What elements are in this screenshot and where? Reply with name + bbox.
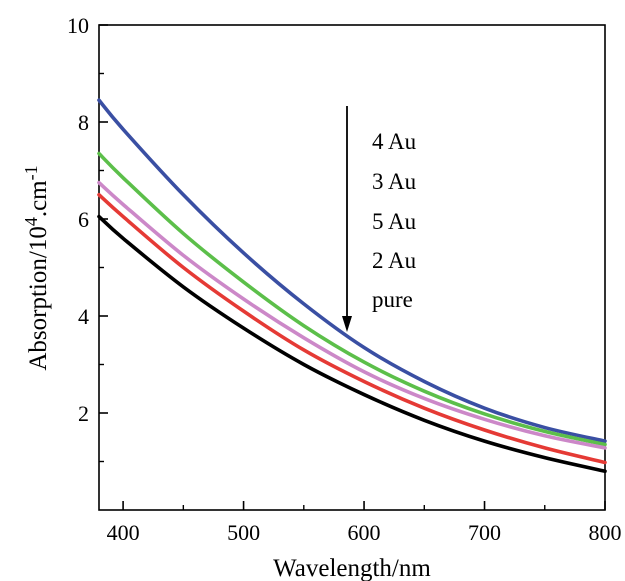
legend-entry-2: 5 Au [372, 209, 417, 234]
x-tick-label-0: 400 [107, 520, 140, 545]
x-tick-label-3: 700 [468, 520, 501, 545]
y-tick-label-3: 8 [78, 110, 89, 135]
y-tick-label-0: 2 [78, 401, 89, 426]
plot-frame [98, 24, 606, 511]
y-tick-label-4: 10 [67, 13, 89, 38]
x-axis-title: Wavelength/nm [273, 555, 431, 581]
legend-entry-1: 3 Au [372, 169, 417, 194]
y-axis-title: Absorption/104.cm-1 [21, 165, 52, 370]
axis-ticks [99, 24, 606, 510]
legend-entry-0: 4 Au [372, 129, 417, 154]
x-tick-label-1: 500 [227, 520, 260, 545]
y-axis-title-sup1: 4 [21, 217, 41, 226]
series-lines [97, 98, 607, 473]
series-line-1 [97, 151, 607, 447]
legend-entry-3: 2 Au [372, 248, 417, 273]
y-tick-label-2: 6 [78, 207, 89, 232]
y-axis-title-middle: .cm [25, 180, 52, 217]
legend-arrow-head-icon [342, 316, 352, 332]
series-line-2 [97, 180, 607, 450]
series-line-0 [97, 98, 607, 443]
x-tick-label-4: 800 [589, 520, 622, 545]
legend-entry-4: pure [372, 287, 413, 312]
series-line-4 [97, 214, 607, 473]
series-line-3 [97, 192, 607, 465]
y-axis-title-sup2: -1 [21, 165, 41, 180]
y-axis-title-prefix: Absorption/10 [25, 226, 52, 370]
x-tick-label-2: 600 [348, 520, 381, 545]
y-tick-label-1: 4 [78, 304, 89, 329]
legend: 4 Au 3 Au 5 Au 2 Au pure [342, 106, 417, 332]
tick-labels: 400 500 600 700 800 2 4 6 8 10 [67, 13, 622, 545]
